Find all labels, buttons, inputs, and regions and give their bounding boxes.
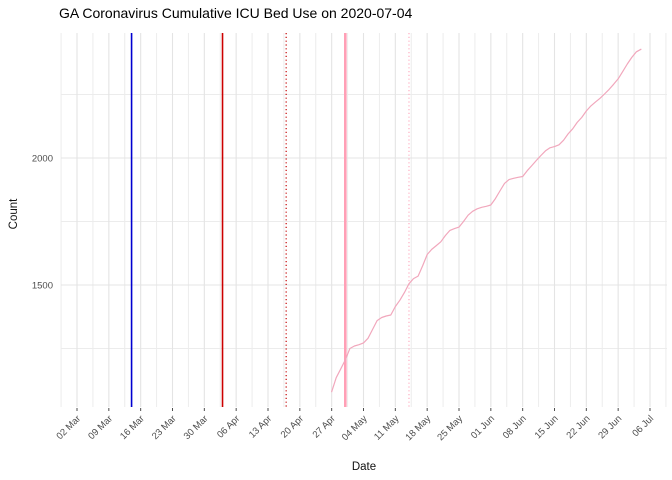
- chart-title: GA Coronavirus Cumulative ICU Bed Use on…: [59, 5, 413, 21]
- x-axis-title: Date: [351, 461, 377, 473]
- x-tick-label: 02 Mar: [54, 413, 83, 442]
- x-tick-label: 06 Jul: [630, 413, 656, 439]
- x-tick-label: 06 Apr: [215, 413, 242, 440]
- y-tick-label: 1500: [32, 281, 53, 292]
- x-tick-label: 27 Apr: [311, 413, 338, 440]
- x-tick-label: 18 May: [403, 413, 433, 443]
- x-tick-label: 25 May: [435, 413, 465, 443]
- x-tick-label: 08 Jun: [501, 413, 529, 441]
- x-tick-label: 20 Apr: [279, 413, 306, 440]
- x-tick-label: 22 Jun: [564, 413, 592, 441]
- x-tick-label: 15 Jun: [533, 413, 561, 441]
- x-tick-label: 23 Mar: [150, 413, 179, 442]
- y-tick-label: 2000: [32, 154, 53, 165]
- x-tick-label: 04 May: [340, 413, 370, 443]
- x-tick-label: 01 Jun: [469, 413, 497, 441]
- x-tick-label: 29 Jun: [596, 413, 624, 441]
- x-tick-label: 09 Mar: [86, 413, 115, 442]
- x-tick-label: 13 Apr: [247, 413, 274, 440]
- x-tick-label: 30 Mar: [182, 413, 211, 442]
- x-tick-label: 11 May: [372, 413, 401, 442]
- x-tick-label: 16 Mar: [118, 413, 147, 442]
- series-line-cumulative-icu-bed-use: [331, 48, 642, 393]
